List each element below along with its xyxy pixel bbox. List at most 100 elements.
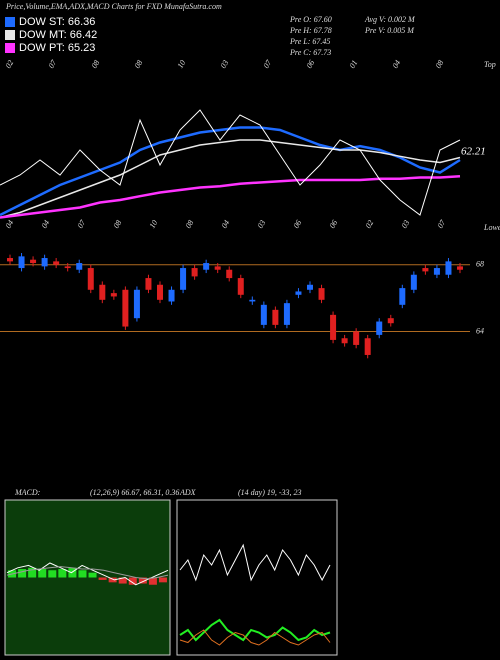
y-tick-label: 68	[476, 260, 484, 269]
candle-body	[87, 268, 94, 290]
date-label: 10	[148, 218, 160, 229]
candle-body	[99, 284, 106, 300]
macd-bar	[108, 577, 117, 583]
ema-line	[0, 175, 461, 219]
date-label: 04	[4, 218, 16, 229]
panel-subtitle: (12,26,9) 66.67, 66.31, 0.36	[90, 488, 179, 497]
candle-body	[433, 268, 440, 275]
candle-body	[410, 274, 417, 290]
candle-body	[341, 338, 348, 344]
stat: Pre H: 67.78	[289, 26, 332, 35]
candle-body	[41, 258, 48, 267]
candle-body	[283, 303, 290, 325]
candle-body	[7, 258, 13, 262]
candle-body	[295, 291, 302, 295]
legend-entry: DOW ST: 66.36	[19, 16, 95, 28]
date-label: 06	[292, 218, 304, 229]
macd-bar	[78, 570, 87, 578]
candle-body	[387, 318, 394, 324]
date-label: 03	[400, 218, 412, 229]
date-label: 08	[90, 58, 102, 69]
ema-line	[0, 109, 461, 216]
side-label: Top	[484, 60, 496, 69]
macd-bar	[38, 569, 47, 578]
macd-line	[6, 562, 169, 586]
date-label: 04	[220, 218, 232, 229]
candle-body	[180, 268, 187, 290]
candle-body	[318, 288, 325, 300]
date-label: 10	[176, 58, 188, 69]
legend-swatch	[5, 43, 15, 53]
stat: Avg V: 0.002 M	[364, 15, 416, 24]
date-label: 06	[305, 58, 317, 69]
adx-panel	[176, 499, 338, 656]
stat: Pre L: 67.45	[289, 37, 330, 46]
ema-line	[0, 126, 461, 217]
macd-bar	[88, 572, 97, 578]
legend-entry: DOW MT: 66.42	[19, 29, 97, 41]
candle-body	[353, 331, 360, 345]
stat: Pre O: 67.60	[289, 15, 332, 24]
candle-body	[203, 263, 210, 270]
macd-bar	[158, 577, 167, 583]
date-label: 03	[219, 58, 231, 69]
candle-body	[376, 321, 383, 335]
date-label: 02	[4, 58, 16, 69]
candle-body	[18, 256, 25, 269]
candle-body	[330, 314, 337, 340]
candle-body	[53, 261, 60, 265]
candle-body	[272, 309, 279, 325]
panel-title: MACD:	[14, 488, 41, 497]
date-label: 04	[40, 218, 52, 229]
macd-bar	[48, 570, 57, 578]
candle-body	[110, 293, 117, 297]
y-tick-label: 64	[476, 326, 484, 335]
adx-line	[179, 629, 331, 646]
last-label: 62.21	[461, 146, 486, 158]
macd-bar	[18, 569, 27, 578]
macd-bar	[58, 569, 67, 578]
candle-body	[191, 268, 198, 277]
macd-bar	[98, 577, 107, 580]
macd-bar	[68, 567, 77, 578]
macd-bar	[118, 577, 127, 584]
candle-body	[422, 268, 429, 272]
macd-bar	[28, 567, 37, 578]
macd-bar	[148, 577, 157, 585]
legend-swatch	[5, 30, 15, 40]
side-label: Lower	[483, 223, 500, 232]
date-label: 02	[364, 218, 376, 229]
candle-body	[249, 299, 256, 302]
stat: Pre C: 67.73	[289, 48, 331, 57]
adx-line	[179, 543, 331, 582]
candle-body	[445, 261, 452, 275]
panel-subtitle: (14 day) 19, -33, 23	[238, 488, 302, 497]
date-label: 04	[391, 58, 403, 69]
candle-body	[260, 304, 267, 325]
macd-bar	[128, 577, 137, 585]
panel-title: ADX	[179, 488, 197, 497]
candle-body	[364, 338, 371, 355]
ema-line	[0, 139, 461, 219]
candle-body	[157, 284, 163, 300]
legend-entry: DOW PT: 65.23	[19, 42, 95, 54]
date-label: 08	[112, 218, 124, 229]
candle-body	[76, 263, 83, 270]
candle-body	[307, 284, 313, 290]
candle-body	[399, 288, 406, 305]
macd-bar	[138, 577, 147, 584]
date-label: 06	[328, 218, 340, 229]
candle-body	[30, 259, 37, 264]
candle-body	[133, 289, 140, 319]
candle-body	[122, 289, 129, 327]
date-label: 01	[348, 58, 360, 69]
candle-body	[168, 289, 175, 302]
candle-body	[226, 269, 233, 279]
page-title: Price,Volume,EMA,ADX,MACD Charts for FXD…	[5, 2, 222, 11]
candle-body	[457, 266, 463, 270]
date-label: 03	[256, 218, 268, 229]
candle-body	[237, 278, 244, 295]
candle-body	[64, 266, 71, 269]
candle-body	[214, 266, 221, 270]
